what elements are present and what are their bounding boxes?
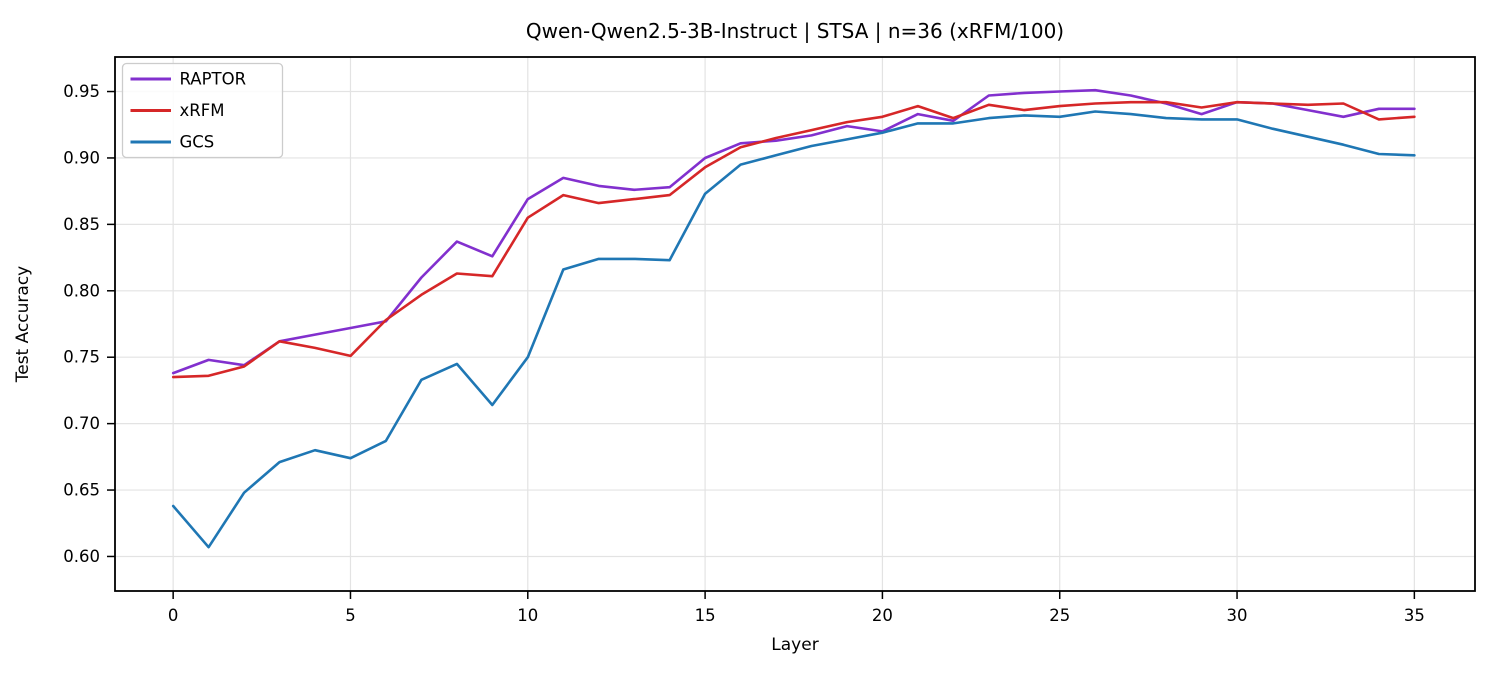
y-tick-label: 0.75 — [63, 348, 100, 367]
x-tick-label: 5 — [345, 606, 356, 625]
axis-ticks: 0 5 10 15 20 25 30 35 0.60 0.65 0.70 0.75 0.80 0.85 0.… — [63, 82, 1425, 625]
x-tick-label: 35 — [1404, 606, 1425, 625]
legend-box — [121, 62, 284, 159]
series-line-xrfm — [171, 100, 1416, 379]
gridlines — [115, 57, 1475, 591]
y-axis-label: Test Accuracy — [13, 266, 33, 384]
y-tick-label: 0.95 — [63, 82, 100, 101]
x-tick-label: 20 — [872, 606, 893, 625]
series-lines — [171, 88, 1416, 549]
y-tick-label: 0.80 — [63, 281, 100, 300]
y-tick-label: 0.85 — [63, 215, 100, 234]
y-tick-label: 0.90 — [63, 148, 100, 167]
y-tick-label: 0.65 — [63, 481, 100, 500]
chart-title: Qwen-Qwen2.5-3B-Instruct | STSA | n=36 (… — [526, 19, 1064, 43]
legend-label-gcs: GCS — [180, 133, 215, 152]
x-axis-label: Layer — [771, 635, 818, 655]
x-tick-label: 10 — [517, 606, 538, 625]
x-tick-label: 15 — [695, 606, 716, 625]
x-tick-label: 0 — [168, 606, 179, 625]
legend-label-raptor: RAPTOR — [180, 70, 247, 89]
y-tick-label: 0.70 — [63, 414, 100, 433]
x-tick-label: 30 — [1227, 606, 1248, 625]
series-line-raptor — [171, 88, 1416, 375]
series-line-gcs — [171, 110, 1416, 549]
y-tick-label: 0.60 — [63, 547, 100, 566]
x-tick-label: 25 — [1049, 606, 1070, 625]
legend-label-xrfm: xRFM — [180, 101, 225, 120]
plot-border — [114, 56, 1476, 592]
legend: RAPTOR xRFM GCS — [121, 62, 284, 159]
